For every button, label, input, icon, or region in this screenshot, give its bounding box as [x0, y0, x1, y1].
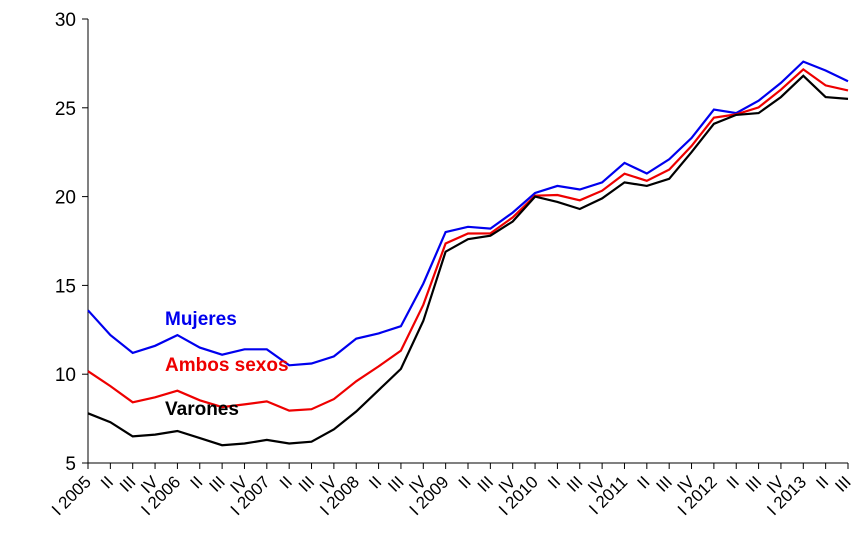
x-tick-label: II	[634, 472, 654, 492]
x-tick-label: III	[205, 472, 228, 495]
x-tick-label: II	[186, 472, 206, 492]
series-line	[87, 67, 849, 412]
series-label: Mujeres	[165, 309, 237, 330]
series-label: Ambos sexos	[165, 355, 289, 376]
x-tick-label: I 2005	[48, 472, 95, 519]
y-tick-label: 10	[55, 365, 76, 386]
y-tick-label: 5	[65, 454, 76, 475]
x-tick-label: II	[455, 472, 475, 492]
x-tick-label: II	[723, 472, 743, 492]
x-tick-label: III	[295, 472, 318, 495]
x-tick-label: III	[116, 472, 139, 495]
series-label: Varones	[165, 399, 239, 420]
x-tick-label: III	[474, 472, 497, 495]
y-tick-label: 25	[55, 99, 76, 120]
x-tick-label: II	[276, 472, 296, 492]
x-tick-label: III	[742, 472, 765, 495]
y-tick-label: 20	[55, 188, 76, 209]
y-tick-label: 15	[55, 276, 76, 297]
series-line	[87, 60, 849, 367]
y-tick-label: 30	[55, 10, 76, 31]
x-tick-label: II	[365, 472, 385, 492]
x-tick-label: III	[563, 472, 586, 495]
x-tick-label: II	[97, 472, 117, 492]
x-tick-label: II	[544, 472, 564, 492]
series-line	[87, 74, 849, 447]
x-tick-label: III	[384, 472, 407, 495]
x-tick-label: III	[831, 472, 854, 495]
x-tick-label: III	[653, 472, 676, 495]
x-tick-label: II	[812, 472, 832, 492]
